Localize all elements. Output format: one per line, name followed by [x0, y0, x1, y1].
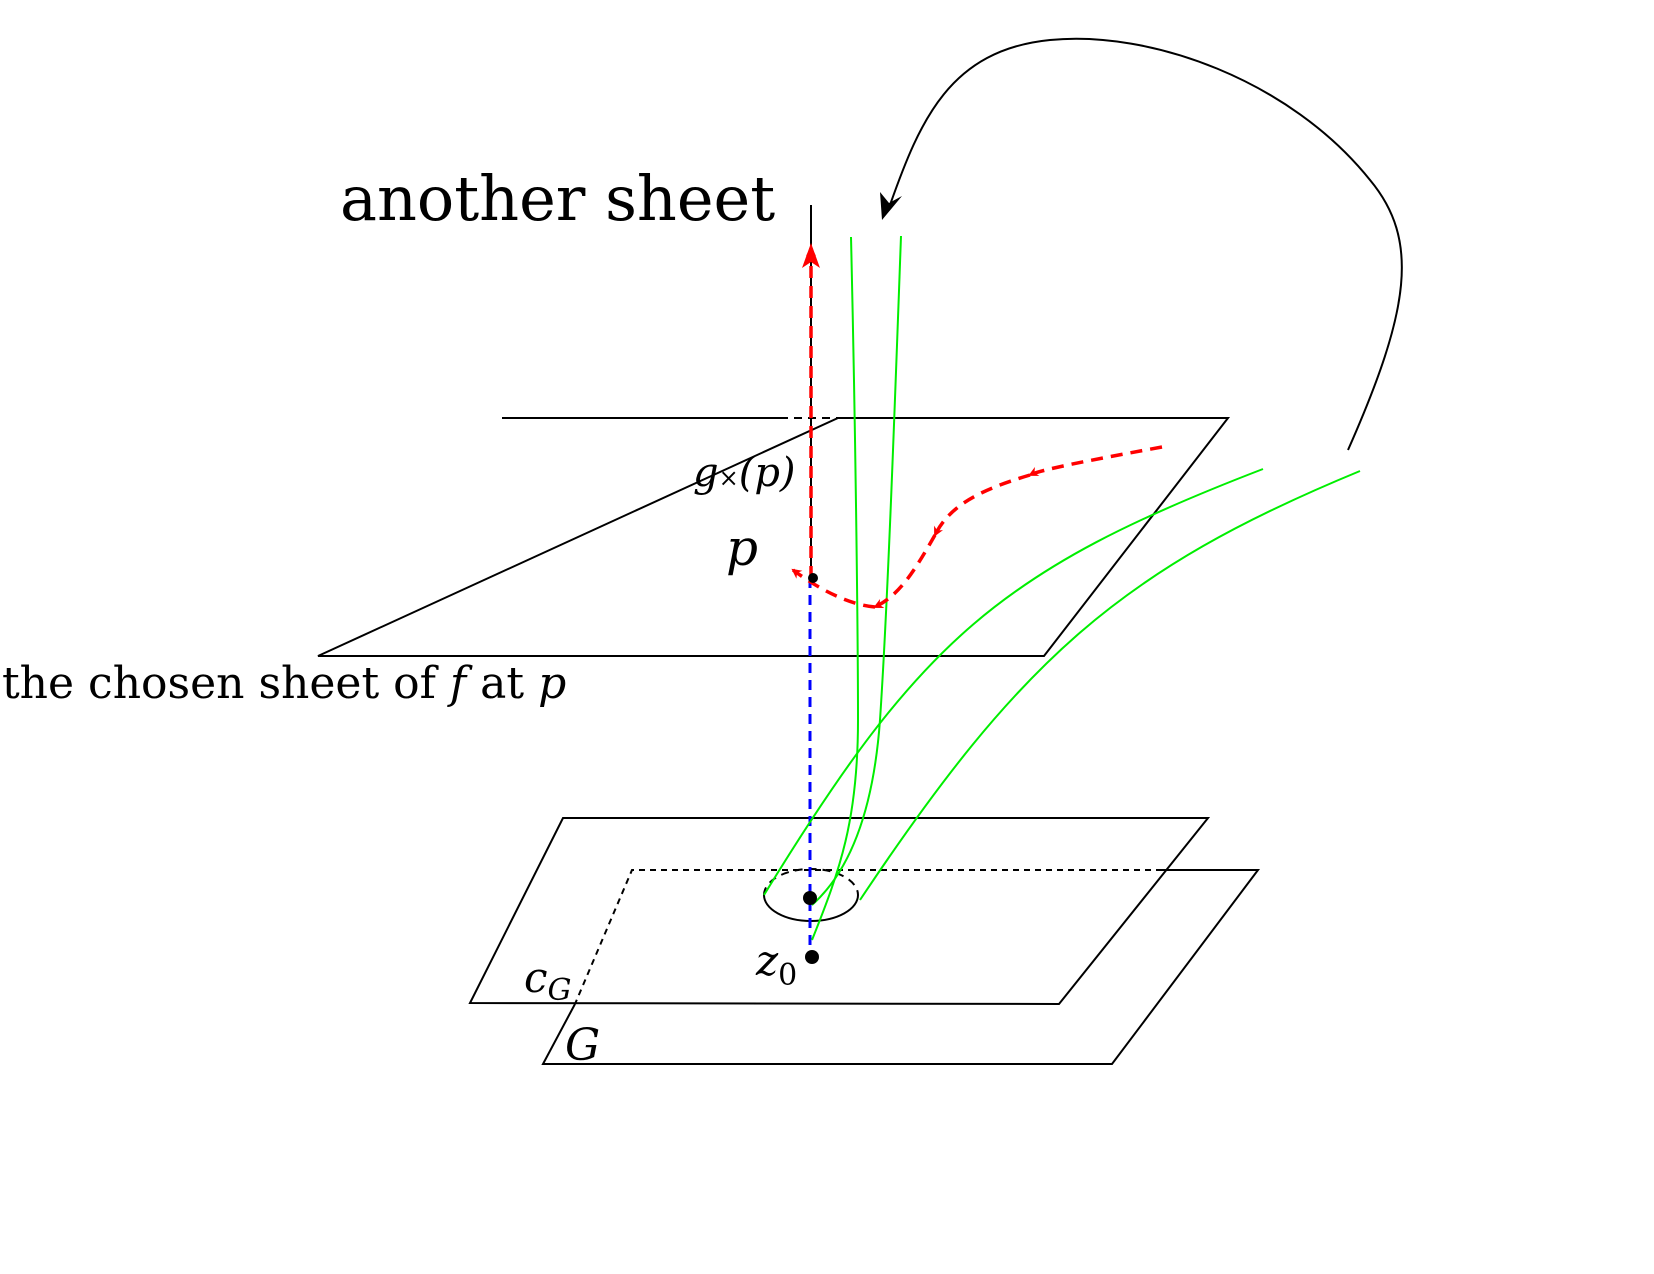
base-plane [468, 817, 1211, 1006]
red-path-curve-2 [933, 473, 1031, 537]
label-cG: cG [524, 953, 572, 1008]
green-curve-4 [859, 470, 1361, 901]
label-chosen-sheet: the chosen sheet of f at p [2, 658, 566, 709]
z0-subscript: 0 [778, 958, 797, 993]
sheet-change-arrowhead [880, 192, 902, 220]
gx-subscript: × [719, 464, 739, 492]
chosen-sheet-text: the chosen sheet of [2, 658, 450, 709]
point-p [808, 573, 818, 583]
green-curve-2 [811, 235, 902, 906]
label-p: p [726, 519, 758, 577]
green-curves [763, 235, 1361, 941]
red-path-curve-4 [791, 568, 876, 609]
lower-plane-G [541, 869, 1261, 1065]
cG-symbol: c [524, 953, 548, 1002]
chosen-sheet-plane [317, 417, 1231, 657]
sheet-change-arrow [889, 37, 1403, 451]
label-gx-p: g×(p) [693, 450, 796, 496]
z0-symbol: z [755, 936, 779, 985]
lower-plane-G-hidden [574, 869, 1162, 1005]
arrowhead-up [802, 243, 820, 268]
gx-symbol: g [693, 450, 719, 496]
label-z0: z0 [755, 936, 797, 993]
green-curve-3 [763, 468, 1264, 896]
gx-argument: (p) [739, 450, 796, 496]
red-path [791, 246, 1163, 609]
chosen-sheet-p: p [538, 658, 566, 709]
chosen-sheet-at: at [466, 658, 538, 709]
label-G: G [565, 1020, 600, 1071]
red-path-curve [1028, 445, 1163, 477]
point-z0 [805, 950, 819, 964]
label-another-sheet: another sheet [340, 162, 775, 235]
point-center [803, 891, 817, 905]
cG-subscript: G [548, 973, 572, 1008]
green-curve-1 [811, 236, 860, 941]
red-path-curve-3 [873, 534, 937, 609]
